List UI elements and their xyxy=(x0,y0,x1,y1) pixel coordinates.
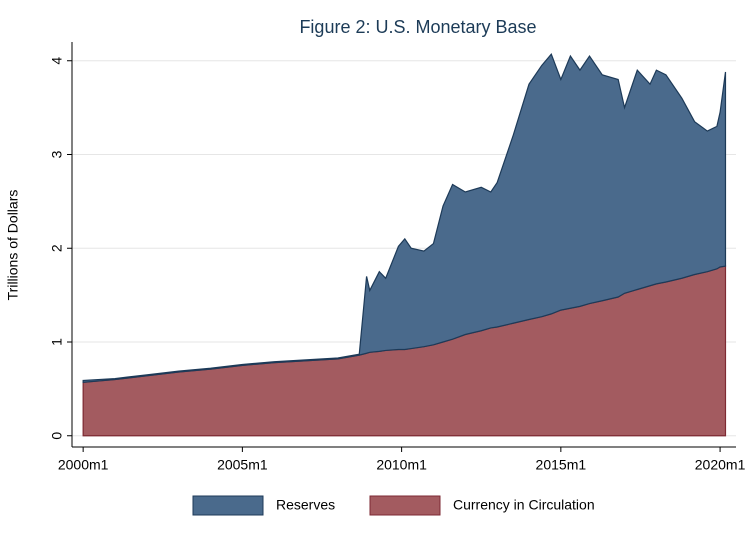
y-tick-label: 3 xyxy=(49,150,65,158)
x-tick-label: 2010m1 xyxy=(376,457,427,473)
y-tick-label: 1 xyxy=(49,338,65,346)
y-axis-label: Trillions of Dollars xyxy=(5,190,21,301)
y-tick-label: 4 xyxy=(49,57,65,65)
legend-swatch xyxy=(192,495,264,516)
legend-label: Reserves xyxy=(276,497,335,513)
legend-label: Currency in Circulation xyxy=(453,497,595,513)
y-tick-label: 0 xyxy=(49,432,65,440)
legend-swatch xyxy=(369,495,441,516)
y-tick-label: 2 xyxy=(49,244,65,252)
chart-title: Figure 2: U.S. Monetary Base xyxy=(299,17,536,37)
x-tick-label: 2000m1 xyxy=(58,457,109,473)
area xyxy=(82,53,727,383)
x-tick-label: 2005m1 xyxy=(217,457,268,473)
x-tick-label: 2015m1 xyxy=(536,457,587,473)
x-tick-label: 2020m1 xyxy=(695,457,746,473)
